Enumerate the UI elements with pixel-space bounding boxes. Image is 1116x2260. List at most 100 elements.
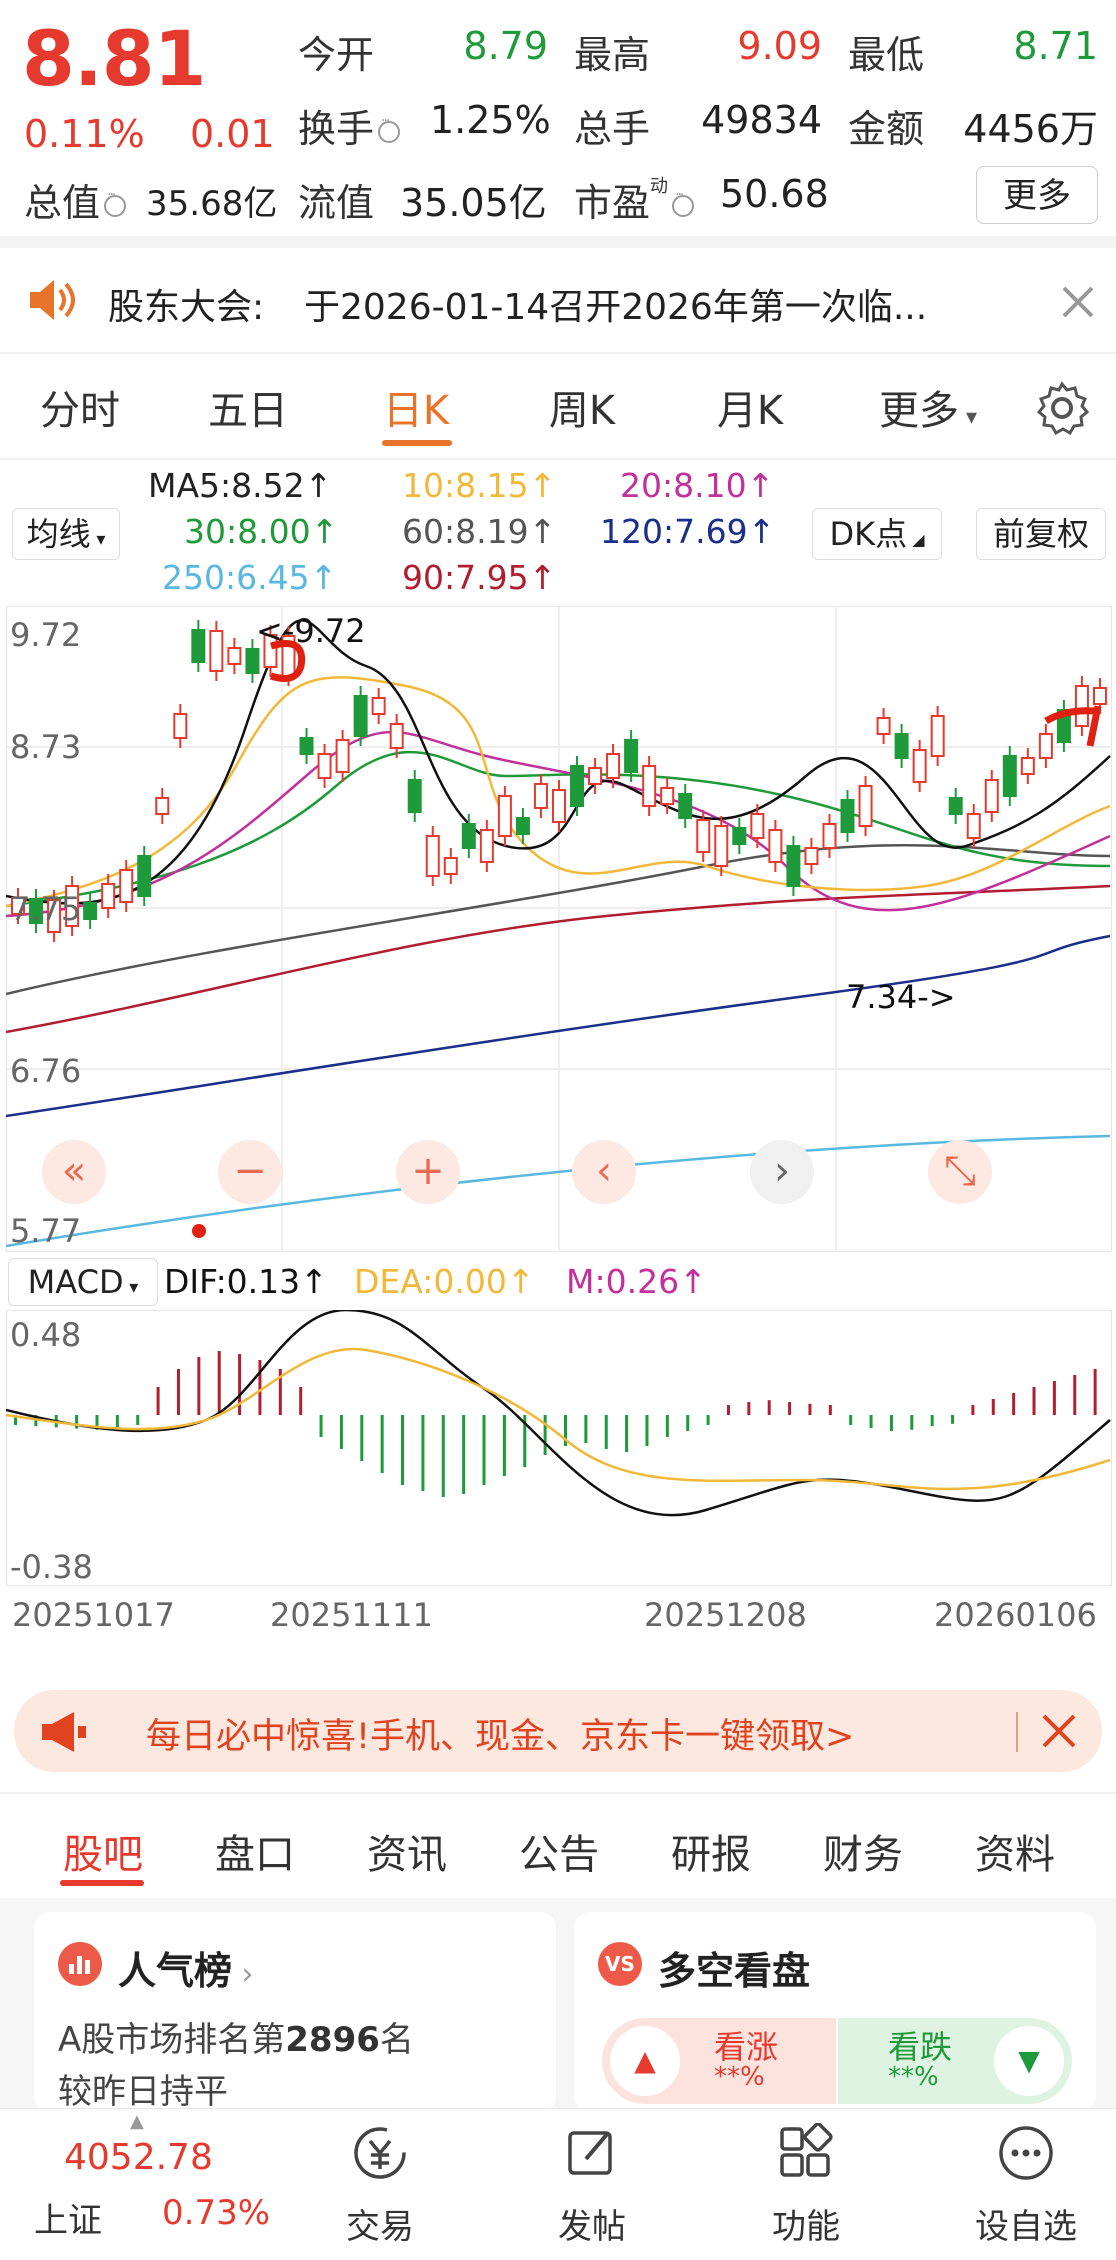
candle-body — [173, 713, 188, 739]
macd-bar — [115, 1415, 119, 1431]
tab-pankou[interactable]: 盘口 — [215, 1832, 295, 1878]
zoom-out-button[interactable]: − — [218, 1140, 282, 1204]
info-icon[interactable] — [672, 187, 695, 217]
bearish-button[interactable]: 看跌 **% ▼ — [838, 2018, 1072, 2104]
long-short-card[interactable]: VS 多空看盘 ▲ 看涨 **% 看跌 **% ▼ — [574, 1912, 1096, 2112]
tab-research[interactable]: 研报 — [671, 1832, 751, 1878]
gear-icon[interactable] — [1034, 380, 1090, 436]
more-button[interactable]: 更多 — [976, 166, 1098, 224]
tab-profile[interactable]: 资料 — [975, 1832, 1055, 1878]
candle-body — [948, 797, 963, 815]
macd-selector[interactable]: MACD ▾ — [8, 1258, 158, 1306]
index-change[interactable]: 0.73% — [162, 2193, 271, 2233]
macd-m: M:0.26↑ — [566, 1262, 707, 1301]
date-label: 20251017 — [12, 1596, 175, 1634]
tab-finance[interactable]: 财务 — [823, 1832, 903, 1878]
adjust-button[interactable]: 前复权 — [976, 508, 1106, 560]
post-button[interactable]: 发帖 — [532, 2119, 652, 2259]
promo-banner[interactable]: 每日必中惊喜!手机、现金、京东卡一键领取> — [14, 1690, 1102, 1772]
candle-body — [1002, 755, 1017, 797]
close-icon[interactable] — [1056, 280, 1100, 324]
macd-bar — [828, 1405, 832, 1415]
macd-bar — [645, 1415, 649, 1446]
long-short-title: 多空看盘 — [658, 1949, 811, 1993]
volume-value: 49834 — [701, 98, 822, 142]
info-icon[interactable] — [378, 113, 401, 143]
fullscreen-icon[interactable]: ⤡ — [928, 1140, 992, 1204]
tab-intraday[interactable]: 分时 — [40, 388, 120, 434]
macd-bar — [564, 1415, 567, 1446]
candle-body — [101, 883, 116, 909]
low-label: 最低 — [848, 33, 925, 77]
divider — [0, 352, 1116, 354]
ma-selector[interactable]: 均线 ▾ — [12, 508, 120, 560]
macd-dif: DIF:0.13↑ — [164, 1262, 328, 1301]
y-label-top: 9.72 — [10, 616, 82, 654]
add-watchlist-button[interactable]: 设自选 — [956, 2119, 1096, 2259]
macd-bar — [34, 1415, 38, 1427]
macd-bar — [930, 1415, 934, 1427]
tab-more[interactable]: 更多 ▾ — [878, 388, 978, 434]
tab-announcements[interactable]: 公告 — [519, 1832, 599, 1878]
candle-body — [353, 695, 368, 737]
zoom-in-button[interactable]: + — [396, 1140, 460, 1204]
candle-body — [119, 869, 134, 903]
tab-weekly-k[interactable]: 周K — [548, 388, 616, 434]
candle-body — [822, 823, 837, 849]
macd-bar — [584, 1415, 588, 1443]
trade-button[interactable]: 交易 — [320, 2119, 440, 2259]
index-value[interactable]: 4052.78 — [64, 2137, 213, 2178]
macd-bar — [1093, 1369, 1097, 1415]
macd-bar — [1032, 1387, 1036, 1415]
macd-bar — [706, 1415, 710, 1425]
candle-body — [479, 829, 494, 863]
tab-five-day[interactable]: 五日 — [208, 388, 288, 434]
ma10-value: 10:8.15↑ — [402, 466, 557, 505]
tab-guba[interactable]: 股吧 — [63, 1832, 143, 1878]
info-icon[interactable] — [104, 187, 127, 217]
low-value: 8.71 — [1013, 24, 1098, 68]
candle-body — [696, 819, 711, 853]
bullish-button[interactable]: ▲ 看涨 **% — [602, 2018, 836, 2104]
close-icon[interactable] — [1038, 1710, 1080, 1752]
tab-monthly-k[interactable]: 月K — [716, 388, 784, 434]
tab-news[interactable]: 资讯 — [367, 1832, 447, 1878]
date-label: 20251208 — [644, 1596, 807, 1634]
dk-point-button[interactable]: DK点 ◢ — [812, 508, 942, 560]
candle-body — [732, 827, 747, 845]
macd-bar — [665, 1415, 669, 1437]
scroll-right-button[interactable]: › — [750, 1140, 814, 1204]
candle-body — [588, 767, 603, 785]
current-position-dot — [192, 1224, 206, 1238]
chart-icon — [58, 1942, 102, 1986]
candle-body — [858, 785, 873, 827]
features-button[interactable]: 功能 — [746, 2119, 866, 2259]
hand-drawn-mark — [1044, 705, 1102, 747]
candle-body — [750, 813, 765, 839]
candle-body — [570, 765, 585, 807]
divider — [1016, 1712, 1018, 1752]
tab-daily-k[interactable]: 日K — [382, 388, 450, 434]
index-name[interactable]: 上证 — [34, 2201, 102, 2241]
notice-text[interactable]: 于2026-01-14召开2026年第一次临... — [304, 287, 928, 328]
candle-body — [515, 817, 530, 835]
y-label: 8.73 — [10, 728, 82, 766]
macd-bar — [910, 1415, 914, 1430]
kline-chart[interactable]: 9.72 8.73 7.75 6.76 5.77 <-9.72 7.34-> «… — [5, 605, 1113, 1253]
scroll-left-fast-button[interactable]: « — [42, 1140, 106, 1204]
candle-body — [984, 779, 999, 813]
ma10-line — [5, 676, 1111, 908]
candle-body — [678, 793, 693, 819]
scroll-left-button[interactable]: ‹ — [572, 1140, 636, 1204]
macd-bar — [686, 1415, 690, 1431]
low-marker: 7.34-> — [846, 978, 956, 1016]
bearish-label: 看跌 — [888, 2028, 953, 2066]
y-label: 6.76 — [10, 1052, 82, 1090]
dea-line — [5, 1347, 1111, 1491]
y-label-bottom: 5.77 — [10, 1212, 82, 1250]
popularity-card[interactable]: 人气榜 › A股市场排名第2896名 较昨日持平 — [34, 1912, 556, 2112]
divider — [0, 236, 1116, 248]
total-value: 35.68亿 — [146, 184, 278, 224]
candle-body — [461, 823, 476, 849]
macd-chart[interactable]: 0.48 -0.38 — [5, 1308, 1113, 1587]
